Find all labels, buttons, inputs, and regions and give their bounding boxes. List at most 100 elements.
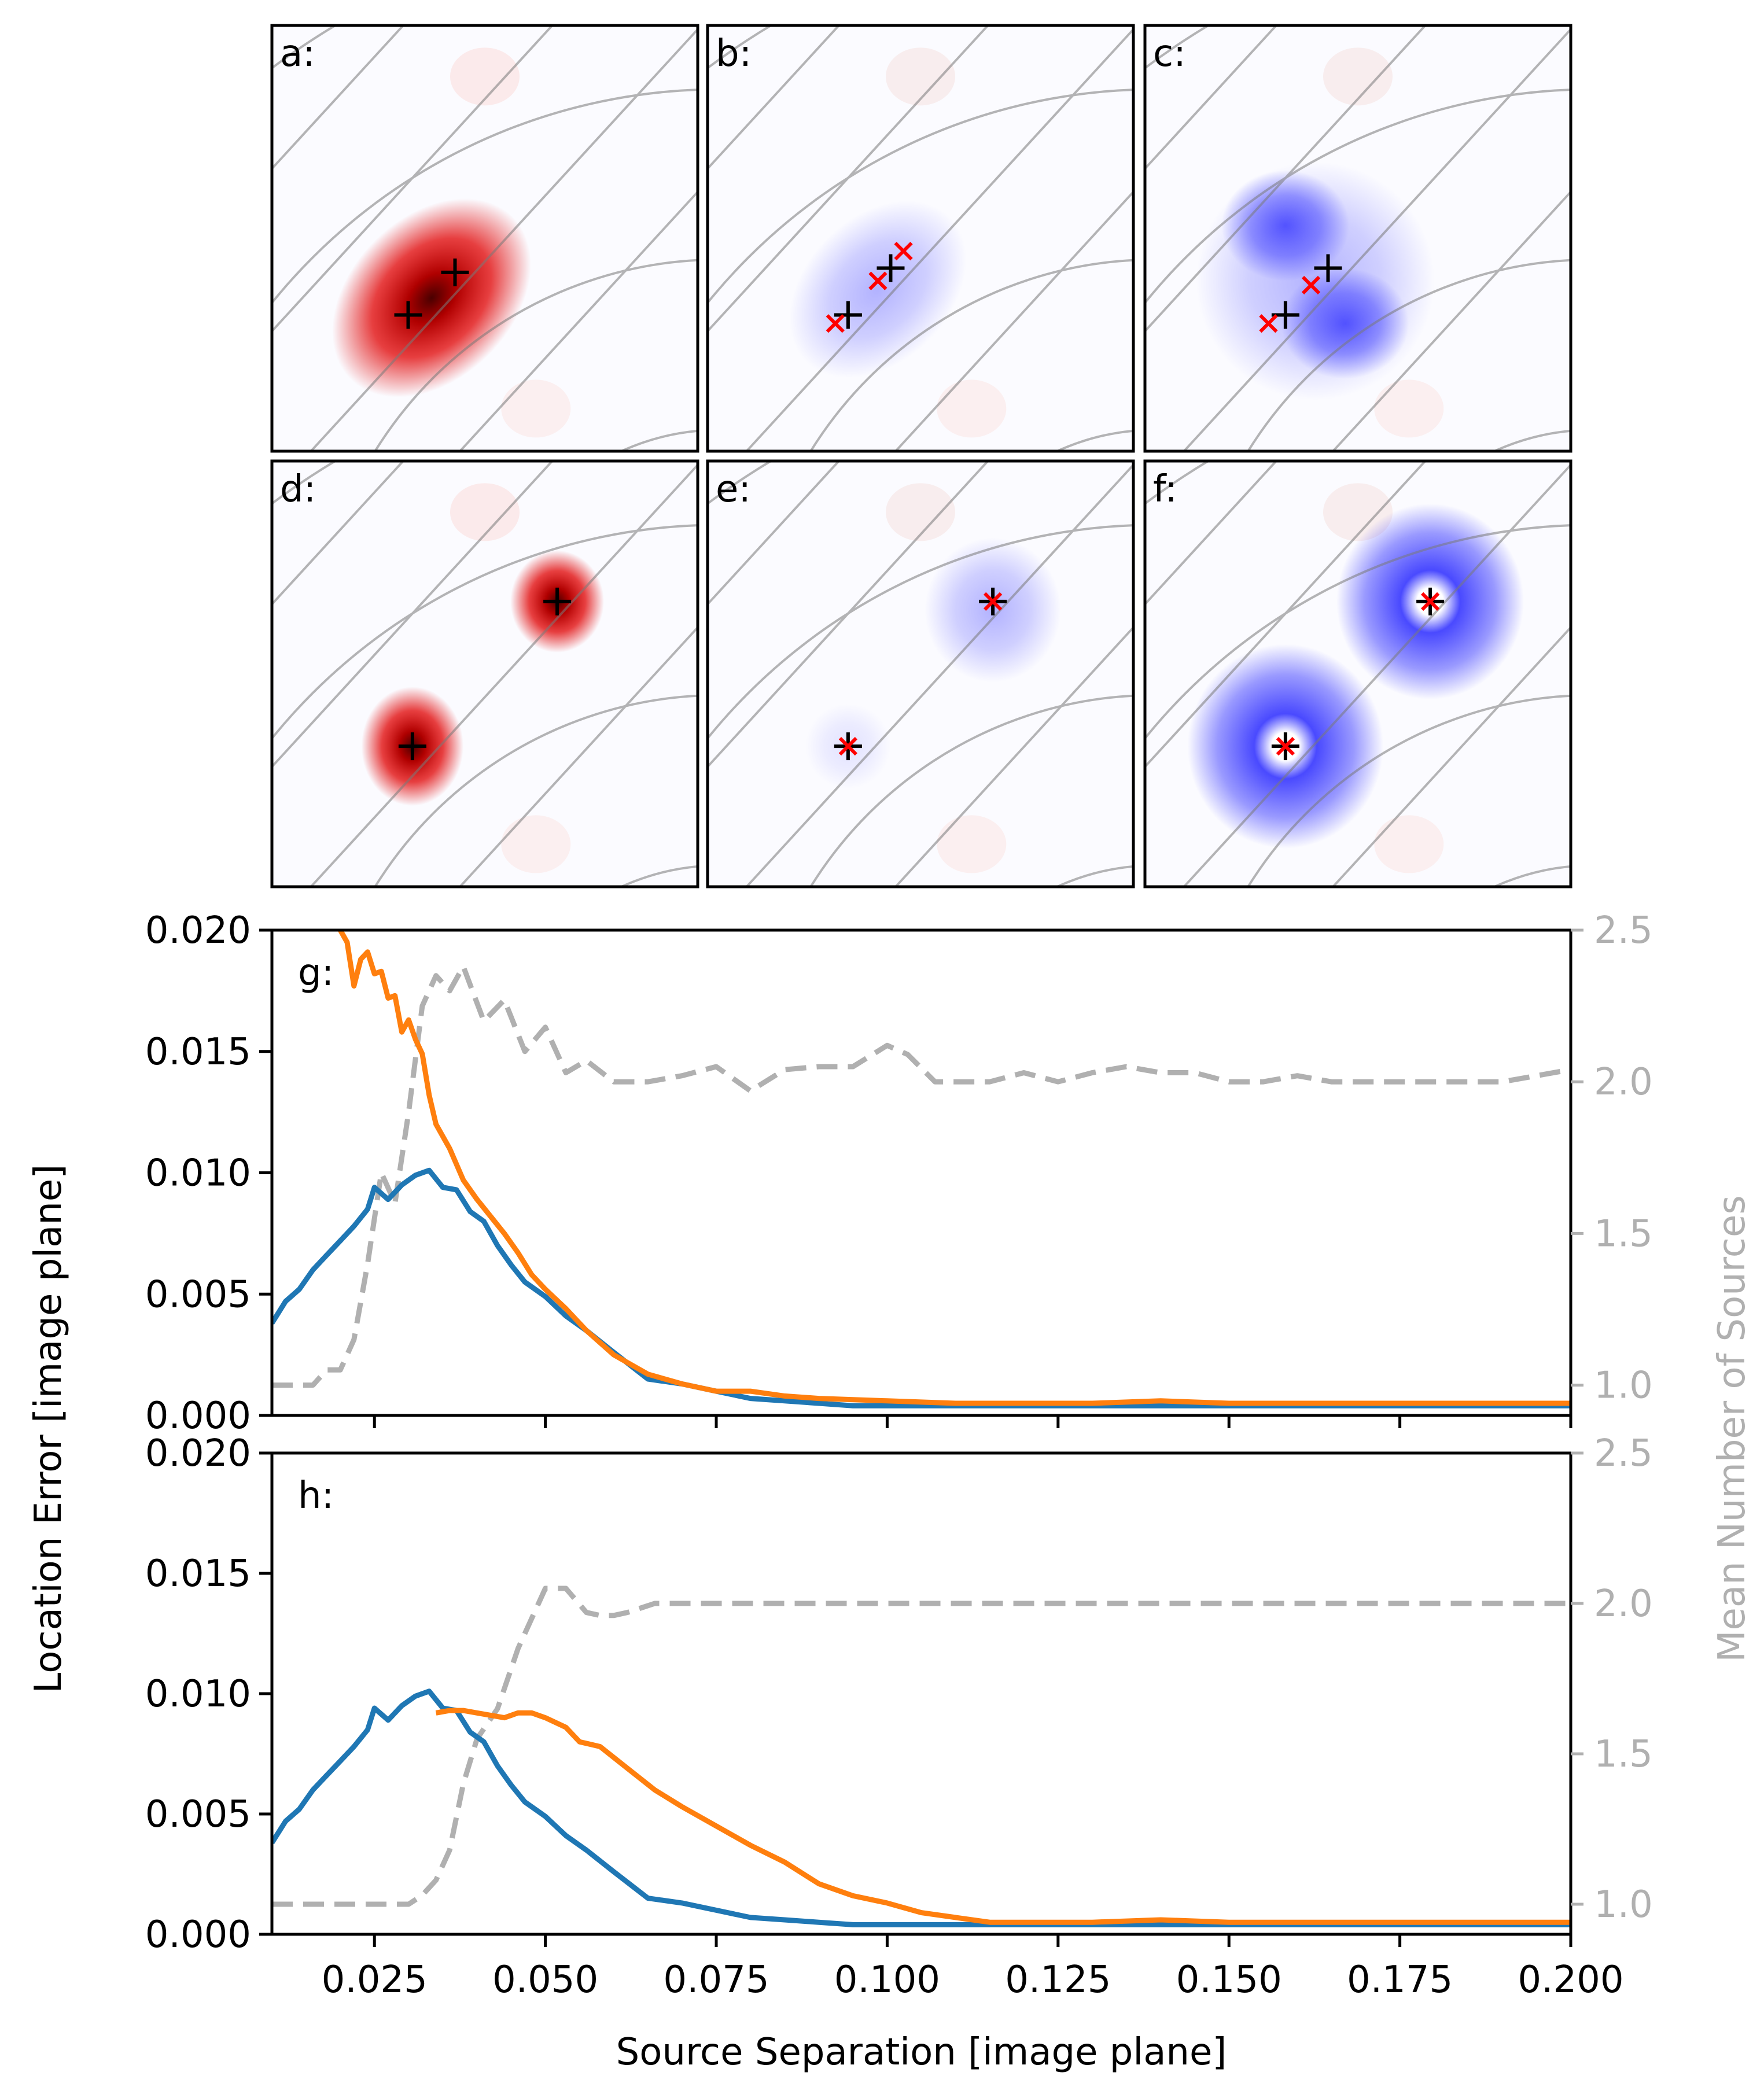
grid-line	[458, 190, 698, 451]
y-right-tick-label: 1.0	[1594, 1883, 1653, 1926]
panel-f: f:	[1143, 459, 1572, 888]
true-source-marker	[398, 732, 426, 761]
panel-frame	[270, 459, 699, 888]
grid-line	[745, 27, 1133, 451]
estimated-source-marker	[1259, 314, 1278, 333]
series-line-blue	[272, 1688, 1571, 1927]
panel-label: d:	[280, 468, 316, 511]
faint-lobe	[937, 379, 1007, 438]
grid-line	[894, 625, 1133, 887]
grid-arc	[1492, 865, 1571, 887]
y-right-tick-label: 1.5	[1594, 1212, 1653, 1255]
grid-line	[1182, 27, 1571, 451]
grid-line	[1331, 190, 1571, 451]
x-tick-label: 0.200	[1518, 1959, 1623, 2001]
panel-a: a:	[270, 24, 699, 453]
y-tick-label: 0.000	[145, 1395, 251, 1437]
x-tick-label: 0.025	[322, 1959, 428, 2001]
panel-b: b:	[706, 24, 1135, 453]
panel-label: g:	[298, 952, 334, 994]
grid-line	[309, 463, 698, 887]
y-right-tick-label: 2.5	[1594, 1432, 1653, 1475]
y-right-tick-label: 1.0	[1594, 1365, 1653, 1407]
grid-line	[708, 461, 990, 769]
series-line-orange	[435, 1708, 1571, 1925]
grid-arc	[1054, 865, 1133, 887]
panel-label: f:	[1153, 468, 1177, 511]
plot-h: h: 0.000 0.005 0.010 0.015 0.020 1.0 1.5 2.0 2.5 0…	[27, 1164, 1754, 2074]
grid-line	[272, 461, 405, 606]
plot-frame	[270, 1451, 1572, 1936]
grid-line	[458, 625, 698, 887]
grid-line	[708, 461, 841, 606]
y-right-tick-label: 1.5	[1594, 1733, 1653, 1776]
x-tick-label: 0.100	[834, 1959, 940, 2001]
faint-lobe	[1374, 815, 1444, 873]
y-tick-label: 0.005	[145, 1793, 251, 1836]
faint-lobe	[1323, 47, 1393, 106]
series-line-gray	[272, 964, 1571, 1388]
x-tick-label: 0.075	[663, 1959, 769, 2001]
series-line-orange	[338, 930, 1571, 1406]
estimated-source-marker	[868, 271, 887, 290]
estimated-source-marker	[1301, 275, 1321, 295]
panel-frame	[1143, 459, 1572, 888]
panel-label: h:	[298, 1474, 334, 1517]
y-tick-label: 0.010	[145, 1152, 251, 1195]
panel-frame	[706, 24, 1135, 453]
panel-c: c:	[1143, 24, 1572, 453]
y-axis-label: Location Error [image plane]	[27, 1164, 70, 1694]
true-source-marker	[441, 258, 469, 286]
panel-frame	[706, 459, 1135, 888]
estimated-source-marker	[894, 241, 913, 261]
y-tick-label: 0.015	[145, 1031, 251, 1074]
series-line-blue	[272, 1167, 1571, 1409]
faint-lobe	[1374, 379, 1444, 438]
y-tick-label: 0.015	[145, 1553, 251, 1595]
coordinate-grid	[708, 25, 1133, 451]
grid-line	[894, 190, 1133, 451]
coordinate-grid	[708, 461, 1133, 887]
plot-g: g: 0.000 0.005 0.010 0.015 0.020 1.0 1.5 2.0 2.5	[145, 909, 1653, 1437]
x-tick-label: 0.150	[1176, 1959, 1282, 2001]
series-line-gray	[272, 1586, 1571, 1907]
coordinate-grid	[1145, 461, 1571, 887]
true-source-marker	[1271, 301, 1299, 329]
true-source-marker	[543, 587, 572, 615]
grid-line	[708, 25, 841, 171]
y-tick-label: 0.020	[145, 909, 251, 952]
faint-lobe	[501, 815, 571, 873]
faint-lobe	[450, 483, 520, 541]
y-tick-label: 0.020	[145, 1432, 251, 1475]
coordinate-grid	[272, 461, 698, 887]
line-plots: g:0.0000.0050.0100.0150.0201.01.52.02.5h…	[27, 909, 1754, 2074]
grid-line	[272, 461, 554, 769]
estimated-source-marker	[1276, 736, 1295, 756]
estimated-source-marker	[838, 736, 858, 756]
x-tick-label: 0.125	[1005, 1959, 1111, 2001]
grid-line	[272, 25, 405, 171]
estimated-source-marker	[1420, 592, 1440, 611]
grid-line	[272, 25, 554, 333]
panel-frame	[1143, 24, 1572, 453]
grid-arc	[618, 865, 698, 887]
y-tick-label: 0.005	[145, 1273, 251, 1316]
y-right-tick-label: 2.0	[1594, 1061, 1653, 1104]
y-right-axis-label: Mean Number of Sources	[1711, 1195, 1754, 1662]
estimated-source-marker	[983, 592, 1003, 611]
y-tick-label: 0.010	[145, 1673, 251, 1716]
grid-line	[1145, 25, 1427, 333]
x-axis-label: Source Separation [image plane]	[616, 2031, 1227, 2074]
grid-line	[1145, 461, 1278, 606]
x-tick-label: 0.050	[492, 1959, 598, 2001]
grid-line	[1145, 461, 1427, 769]
faint-lobe	[886, 483, 955, 541]
y-right-tick-label: 2.0	[1594, 1583, 1653, 1625]
intensity-blob	[332, 198, 531, 397]
y-tick-label: 0.000	[145, 1913, 251, 1956]
panel-label: b:	[716, 32, 752, 75]
true-source-marker	[1314, 254, 1342, 282]
faint-lobe	[450, 47, 520, 106]
plot-frame	[270, 928, 1572, 1417]
